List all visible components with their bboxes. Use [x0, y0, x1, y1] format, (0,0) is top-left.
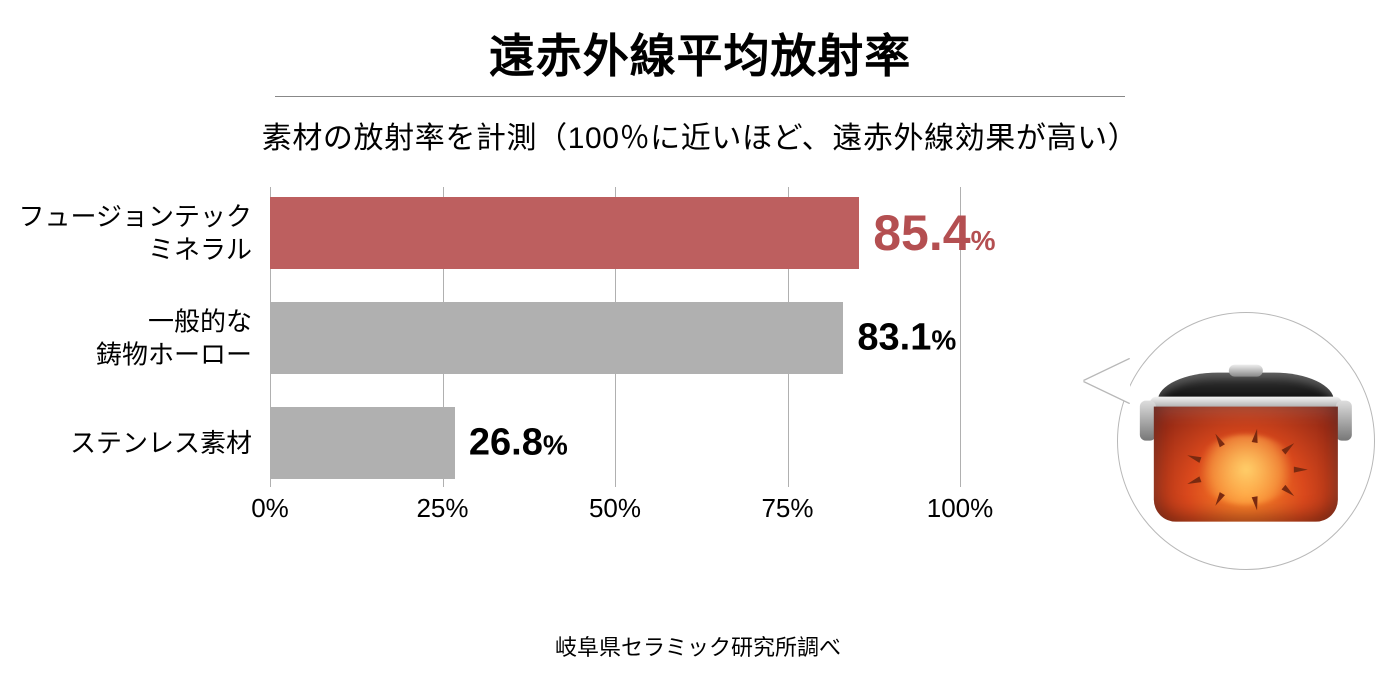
ray-icon	[1251, 496, 1259, 511]
plot-area: フュージョンテック ミネラル85.4% 一般的な 鋳物ホーロー83.1% ステンレス…	[270, 187, 960, 487]
ray-icon	[1251, 429, 1259, 444]
ray-icon	[1212, 492, 1224, 507]
bar-value-label: 83.1%	[843, 317, 956, 360]
bar-category-label: 一般的な 鋳物ホーロー	[96, 306, 270, 371]
x-tick-label: 25%	[416, 493, 468, 524]
x-tick-label: 50%	[589, 493, 641, 524]
ray-icon	[1186, 453, 1201, 463]
ray-icon	[1212, 432, 1224, 447]
pot-handle-right-icon	[1336, 401, 1352, 441]
product-callout-circle	[1117, 312, 1375, 570]
infrared-rays-icon	[1154, 407, 1338, 522]
bar	[270, 302, 843, 374]
bar-category-label: ステンレス素材	[70, 427, 270, 460]
bar-row: フュージョンテック ミネラル85.4%	[270, 197, 960, 269]
bar	[270, 197, 859, 269]
bar-row: ステンレス素材26.8%	[270, 407, 960, 479]
title-rule	[275, 96, 1125, 97]
bar-value-label: 26.8%	[455, 422, 568, 465]
ray-icon	[1281, 485, 1296, 499]
ray-icon	[1294, 467, 1308, 473]
ray-icon	[1281, 441, 1296, 455]
x-tick-label: 75%	[761, 493, 813, 524]
bar-value-label: 85.4%	[859, 204, 995, 262]
bar-row: 一般的な 鋳物ホーロー83.1%	[270, 302, 960, 374]
source-attribution: 岐阜県セラミック研究所調べ	[555, 630, 841, 662]
x-axis: 0%25%50%75%100%	[270, 487, 960, 527]
ray-icon	[1186, 476, 1201, 486]
pot-illustration	[1154, 367, 1338, 526]
chart-subtitle: 素材の放射率を計測（100％に近いほど、遠赤外線効果が高い）	[0, 113, 1400, 157]
bar-chart: フュージョンテック ミネラル85.4% 一般的な 鋳物ホーロー83.1% ステンレス…	[270, 187, 960, 527]
pot-knob-icon	[1229, 365, 1263, 377]
callout-pointer	[1084, 359, 1130, 403]
x-tick-label: 100%	[927, 493, 994, 524]
bar	[270, 407, 455, 479]
bar-category-label: フュージョンテック ミネラル	[19, 201, 270, 266]
chart-title: 遠赤外線平均放射率	[0, 20, 1400, 86]
x-tick-label: 0%	[251, 493, 289, 524]
infographic-root: 遠赤外線平均放射率 素材の放射率を計測（100％に近いほど、遠赤外線効果が高い）…	[0, 0, 1400, 685]
